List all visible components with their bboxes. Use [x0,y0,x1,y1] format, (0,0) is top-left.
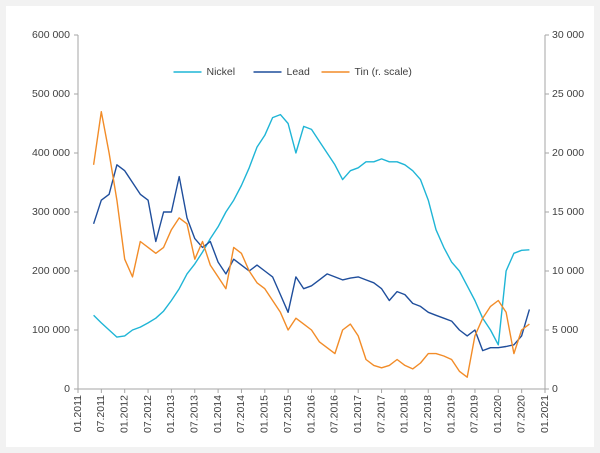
x-tick-label: 07.2018 [422,395,434,433]
y-tick-label: 100 000 [32,324,70,336]
y-tick-label: 500 000 [32,88,70,100]
legend-label: Lead [287,66,311,78]
x-tick-label: 01.2015 [259,395,271,433]
series-line [92,164,531,352]
x-tick-label: 07.2014 [235,395,247,433]
y-tick-label: 400 000 [32,147,70,159]
x-tick-label: 07.2019 [469,395,481,433]
legend-label: Nickel [207,66,236,78]
x-tick-label: 07.2015 [282,395,294,433]
y2-tick-label: 10 000 [552,265,584,277]
y-tick-label: 200 000 [32,265,70,277]
chart-area [6,6,594,447]
series-line [93,113,530,346]
x-tick-label: 01.2021 [539,395,551,433]
series-line [92,111,530,378]
x-tick-label: 01.2020 [492,395,504,433]
y2-tick-label: 25 000 [552,88,584,100]
x-tick-label: 01.2013 [165,395,177,433]
x-tick-label: 07.2017 [375,395,387,433]
y2-tick-label: 5 000 [552,324,578,336]
x-tick-label: 01.2014 [212,395,224,433]
y-tick-label: 600 000 [32,29,70,41]
y2-tick-label: 20 000 [552,147,584,159]
x-tick-label: 07.2016 [329,395,341,433]
x-tick-label: 07.2020 [515,395,527,433]
x-tick-label: 07.2012 [142,395,154,433]
x-tick-label: 07.2011 [95,395,107,432]
y2-tick-label: 0 [552,383,558,395]
x-tick-label: 01.2018 [399,395,411,433]
y2-tick-label: 30 000 [552,29,584,41]
x-tick-label: 01.2016 [305,395,317,433]
x-tick-label: 01.2017 [352,395,364,433]
y-tick-label: 0 [64,383,70,395]
x-tick-label: 01.2011 [72,395,84,432]
y-tick-label: 300 000 [32,206,70,218]
x-tick-label: 01.2019 [445,395,457,433]
legend-label: Tin (r. scale) [355,66,412,78]
x-tick-label: 07.2013 [189,395,201,433]
x-tick-label: 01.2012 [118,395,130,433]
y2-tick-label: 15 000 [552,206,584,218]
